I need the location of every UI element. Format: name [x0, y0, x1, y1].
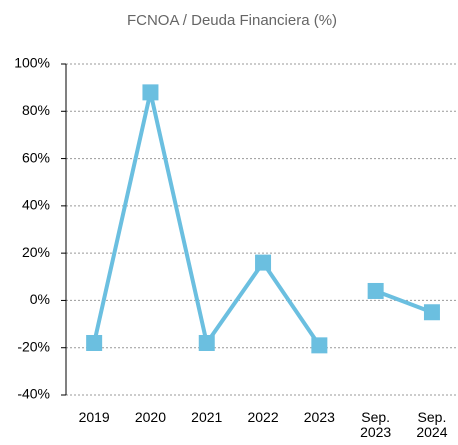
marker — [198, 334, 215, 351]
y-tick-label: 60% — [22, 149, 50, 165]
x-tick-label: 2021 — [191, 409, 223, 425]
x-tick-label: 2022 — [247, 409, 279, 425]
chart-title: FCNOA / Deuda Financiera (%) — [127, 12, 337, 29]
x-tick-label: 2020 — [134, 409, 167, 425]
marker — [86, 334, 103, 351]
marker — [367, 282, 384, 299]
y-tick-label: 40% — [22, 197, 50, 213]
x-tick-label: Sep. 2023 — [360, 409, 392, 440]
y-tick-label: -40% — [17, 386, 50, 402]
x-tick-label: 2019 — [78, 409, 110, 425]
y-tick-label: 100% — [14, 55, 50, 71]
marker — [142, 84, 159, 101]
line — [92, 91, 322, 348]
line — [374, 289, 433, 315]
y-tick-label: 80% — [22, 102, 50, 118]
marker — [255, 254, 272, 271]
y-tick-label: -20% — [17, 338, 50, 354]
marker — [423, 304, 440, 321]
marker — [311, 337, 328, 354]
y-tick-label: 20% — [22, 244, 50, 260]
y-tick-label: 0% — [30, 291, 50, 307]
x-tick-label: 2023 — [303, 409, 335, 425]
x-tick-label: Sep. 2024 — [416, 409, 448, 440]
